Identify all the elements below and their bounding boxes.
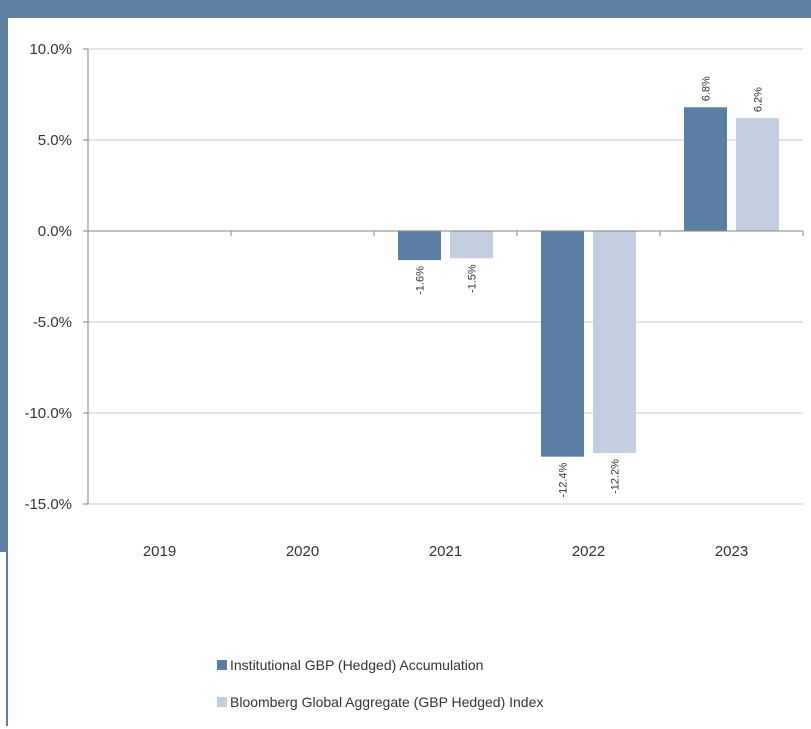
y-tick-label: 10.0% bbox=[29, 41, 72, 58]
left-frame-line bbox=[6, 0, 8, 726]
y-tick-label: -15.0% bbox=[24, 496, 72, 513]
y-tick-label: -10.0% bbox=[24, 405, 72, 422]
bar-series1-2022 bbox=[541, 231, 584, 457]
legend-item-series1: Institutional GBP (Hedged) Accumulation bbox=[217, 655, 543, 675]
data-label: -1.5% bbox=[467, 264, 479, 293]
legend-label-series2: Bloomberg Global Aggregate (GBP Hedged) … bbox=[230, 694, 544, 710]
y-tick-label: -5.0% bbox=[33, 314, 72, 331]
data-label: -12.2% bbox=[610, 459, 622, 494]
legend-label-series1: Institutional GBP (Hedged) Accumulation bbox=[230, 657, 484, 673]
bar-series2-2022 bbox=[593, 231, 636, 454]
chart-legend: Institutional GBP (Hedged) Accumulation … bbox=[217, 655, 543, 729]
x-category-label: 2022 bbox=[572, 543, 605, 560]
legend-item-series2: Bloomberg Global Aggregate (GBP Hedged) … bbox=[217, 692, 543, 712]
data-label: 6.2% bbox=[753, 87, 765, 112]
x-category-label: 2019 bbox=[143, 543, 176, 560]
data-label: -1.6% bbox=[415, 266, 427, 295]
data-label: -12.4% bbox=[558, 462, 570, 497]
x-category-label: 2020 bbox=[286, 543, 319, 560]
bar-series2-2021 bbox=[450, 231, 493, 259]
x-category-label: 2021 bbox=[429, 543, 462, 560]
x-category-label: 2023 bbox=[715, 543, 748, 560]
legend-swatch-series1 bbox=[217, 660, 227, 670]
legend-swatch-series2 bbox=[217, 697, 227, 707]
bar-chart: 10.0% 5.0% 0.0% -5.0% -10.0% -15.0% -1.6% -12.4… bbox=[24, 41, 804, 560]
left-frame-bar bbox=[0, 0, 8, 552]
bar-series1-2021 bbox=[398, 231, 441, 261]
y-tick-label: 0.0% bbox=[38, 223, 72, 240]
top-frame-bar bbox=[0, 0, 811, 18]
bar-series2-2023 bbox=[736, 118, 779, 231]
bar-series1-2023 bbox=[684, 107, 727, 231]
y-tick-label: 5.0% bbox=[38, 132, 72, 149]
data-label: 6.8% bbox=[701, 76, 713, 101]
